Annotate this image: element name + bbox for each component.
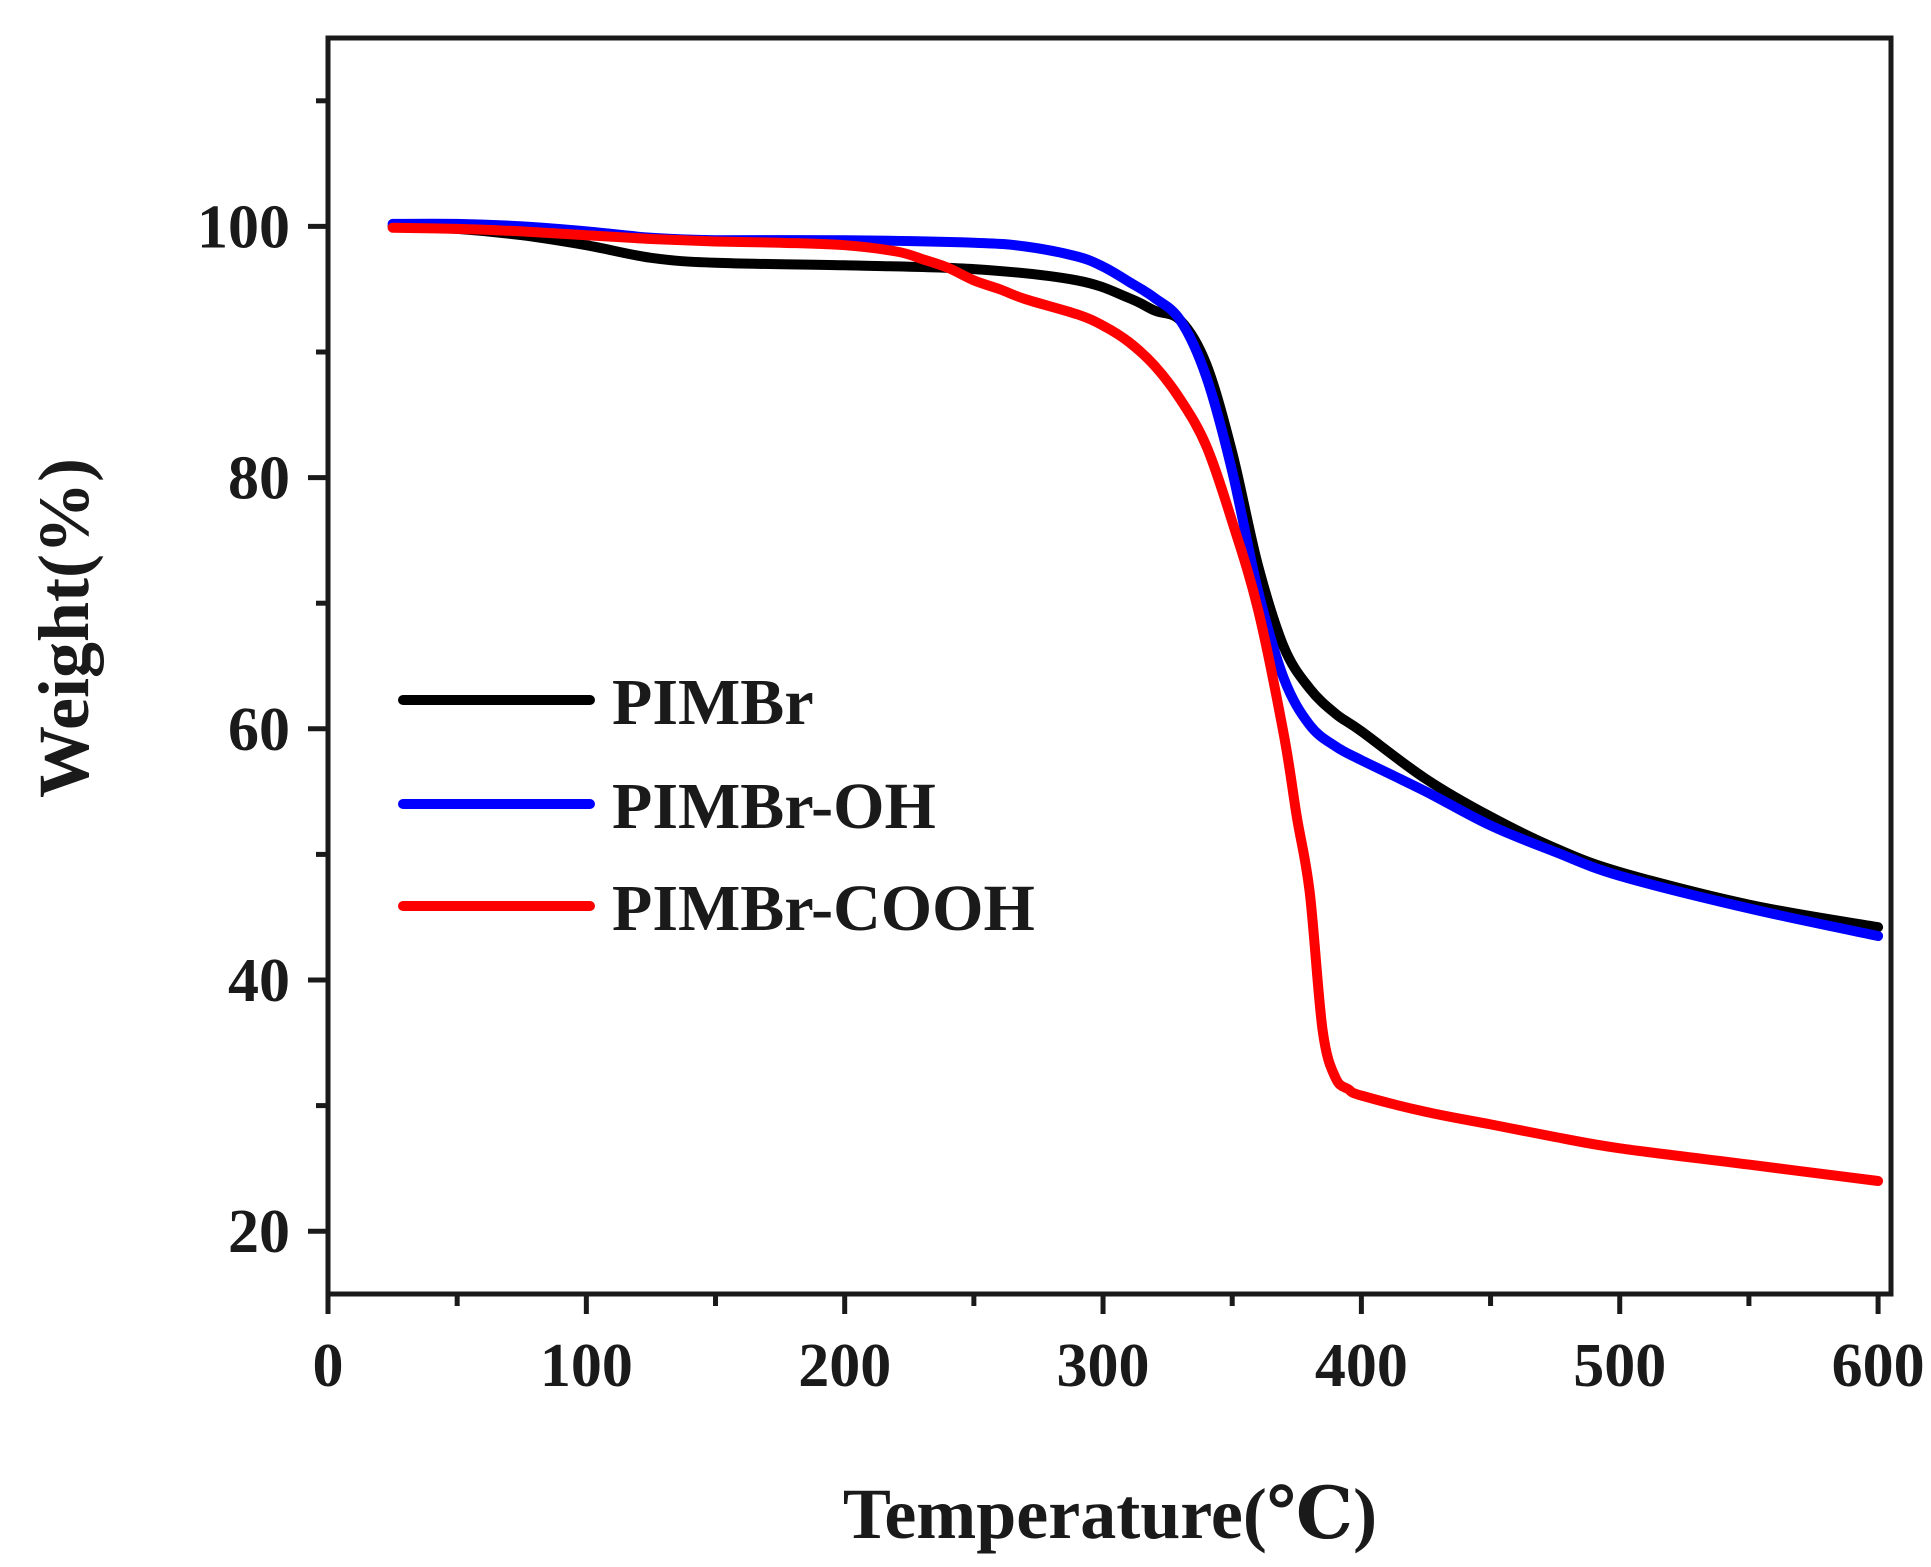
legend-label-pimbr: PIMBr: [612, 666, 814, 739]
x-tick-label: 400: [1315, 1332, 1408, 1400]
series-line-pimbr-cooh: [387, 222, 1884, 1186]
y-tick-label: 100: [197, 193, 290, 261]
x-tick-label: 300: [1057, 1332, 1150, 1400]
legend-label-pimbr-cooh: PIMBr-COOH: [612, 872, 1035, 945]
x-tick-label: 500: [1573, 1332, 1666, 1400]
series-lines: [387, 218, 1884, 1186]
y-tick-label: 20: [228, 1198, 290, 1266]
y-axis-ticks: 20 40 60 80 100: [197, 98, 328, 1266]
legend: PIMBr PIMBr-OH PIMBr-COOH: [398, 666, 1035, 945]
x-tick-label: 0: [313, 1332, 344, 1400]
x-tick-label: 100: [540, 1332, 633, 1400]
x-axis-title: Temperature(℃): [843, 1474, 1377, 1554]
y-axis-title: Weight(%): [24, 458, 104, 798]
x-tick-label: 600: [1832, 1332, 1925, 1400]
y-tick-label: 40: [228, 947, 290, 1015]
legend-label-pimbr-oh: PIMBr-OH: [612, 770, 936, 843]
x-axis-ticks: 0 100 200 300 400 500 600: [313, 1294, 1925, 1400]
x-tick-label: 200: [798, 1332, 891, 1400]
y-tick-label: 60: [228, 696, 290, 764]
plot-frame: [325, 35, 1894, 1297]
y-tick-label: 80: [228, 445, 290, 513]
